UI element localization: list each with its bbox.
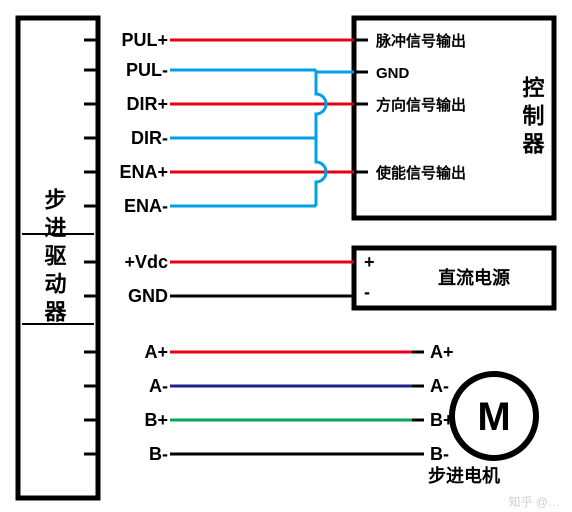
driver-pin-PUL-: PUL- (126, 60, 168, 80)
driver-pin-B-: B- (149, 444, 168, 464)
driver-pin-DIR+: DIR+ (126, 94, 168, 114)
psu-label: 直流电源 (438, 267, 510, 288)
motor-pin-B+: B+ (430, 410, 454, 430)
motor-caption: 步进电机 (428, 465, 500, 486)
ctrl-pin-3: 使能信号输出 (375, 164, 466, 182)
driver-label: 步进驱动器 (42, 187, 68, 328)
ctrl-pin-1: GND (376, 65, 410, 82)
motor-m: M (477, 395, 510, 439)
driver-pin-A-: A- (149, 376, 168, 396)
motor-pin-A-: A- (430, 376, 449, 396)
motor-pin-A+: A+ (430, 342, 454, 362)
driver-pin-A+: A+ (144, 342, 168, 362)
wire-gnd-bus (316, 70, 326, 206)
driver-pin-DIR-: DIR- (131, 128, 168, 148)
watermark: 知乎 @… (508, 495, 560, 509)
motor-pin-B-: B- (430, 444, 449, 464)
controller-label: 控制器 (520, 75, 546, 160)
driver-pin-PUL+: PUL+ (121, 30, 168, 50)
driver-pin-+Vdc: +Vdc (124, 252, 168, 272)
ctrl-pin-0: 脉冲信号输出 (375, 32, 466, 50)
driver-pin-GND: GND (128, 286, 168, 306)
ctrl-pin-2: 方向信号输出 (376, 96, 466, 114)
psu-plus: + (364, 252, 375, 272)
psu-minus: - (364, 282, 370, 302)
driver-pin-ENA-: ENA- (124, 196, 168, 216)
driver-pin-B+: B+ (144, 410, 168, 430)
driver-pin-ENA+: ENA+ (119, 162, 168, 182)
